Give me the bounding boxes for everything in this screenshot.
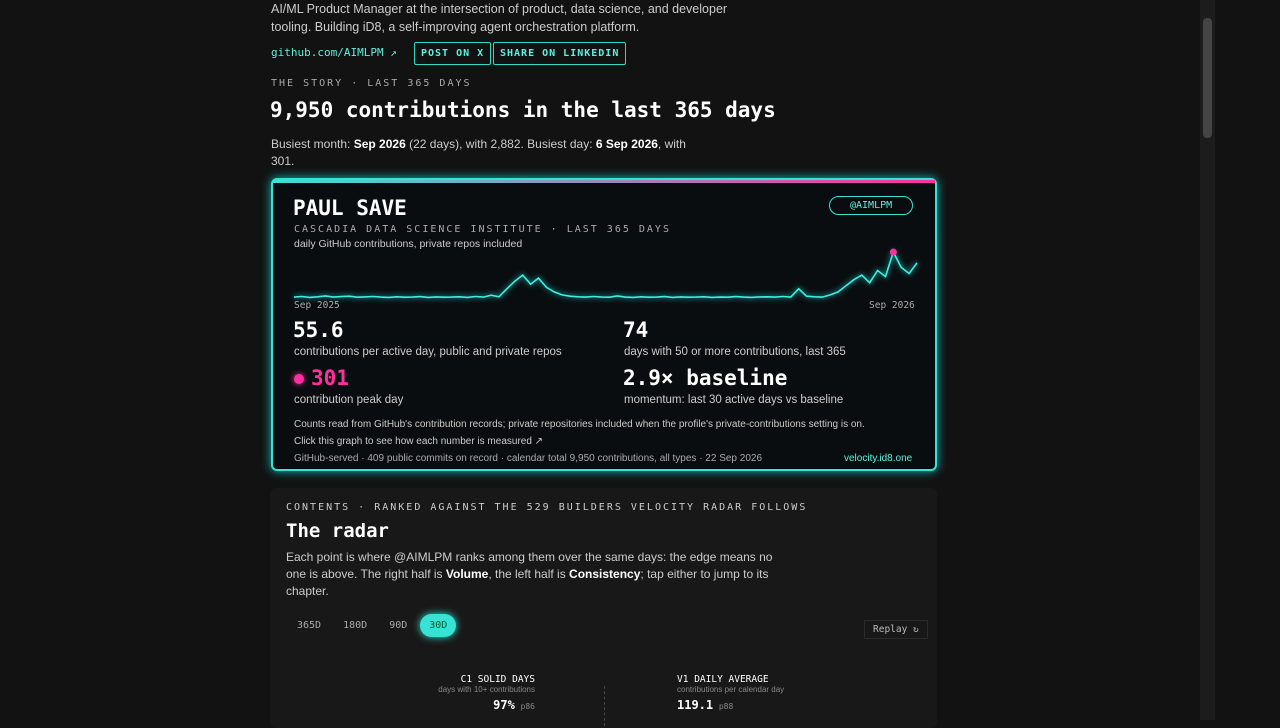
- sparkline-line: [293, 249, 918, 299]
- text: Sep 2026: [353, 137, 406, 151]
- scrollbar[interactable]: [1200, 0, 1215, 720]
- summary: Busiest month: Sep 2026 (22 days), with …: [271, 136, 701, 170]
- note[interactable]: Click this graph to see how each number …: [294, 436, 544, 447]
- eyebrow: CONTENTS · RANKED AGAINST THE 529 BUILDE…: [286, 502, 808, 513]
- text: Each point is where @AIMLPM ranks among …: [286, 550, 773, 581]
- intro: AI/ML Product Manager at the intersectio…: [271, 2, 728, 34]
- text: 6 Sep 2026: [595, 137, 658, 151]
- link[interactable]: Volume: [445, 567, 489, 581]
- stat-value: 301: [311, 366, 349, 390]
- metric-value: 97%: [493, 698, 515, 712]
- peak-dot: [294, 374, 304, 384]
- text: , with 301.: [271, 137, 686, 168]
- github-link[interactable]: github.com/AIMLPM ↗: [271, 46, 397, 59]
- metric-pct: p88: [718, 702, 734, 711]
- metric: C1 SOLID DAYS days with 10+ contribution…: [425, 674, 535, 712]
- axis-label: Sep 2026: [869, 300, 915, 311]
- text: , the left half is: [488, 567, 570, 581]
- footer: GitHub-served · 409 public commits on re…: [294, 453, 763, 464]
- divider: [604, 686, 605, 726]
- stat-label: contribution peak day: [294, 394, 404, 406]
- metric-sub: days with 10+ contributions: [438, 685, 535, 694]
- metric-name: DAILY AVERAGE: [694, 674, 769, 685]
- tabs: 365D 180D 90D 30D: [288, 614, 457, 637]
- profile-card[interactable]: PAUL SAVE @AIMLPM CASCADIA DATA SCIENCE …: [271, 178, 937, 471]
- site-link[interactable]: velocity.id8.one: [844, 453, 913, 464]
- name: PAUL SAVE: [293, 196, 407, 220]
- metric: V1 DAILY AVERAGE contributions per calen…: [677, 674, 817, 712]
- eyebrow: THE STORY · LAST 365 DAYS: [271, 78, 472, 89]
- text: ; tap either to jump to its chapter.: [286, 567, 769, 598]
- stat-label: momentum: last 30 active days vs baselin…: [624, 394, 844, 406]
- org: CASCADIA DATA SCIENCE INSTITUTE · LAST 3…: [294, 224, 671, 235]
- link[interactable]: Consistency: [569, 567, 641, 581]
- metric-value: 119.1: [677, 698, 714, 712]
- radar-title: The radar: [286, 520, 389, 542]
- metric-pct: p86: [520, 702, 535, 711]
- metric-name: SOLID DAYS: [477, 674, 535, 685]
- sparkline: [293, 248, 918, 299]
- radar-body: Each point is where @AIMLPM ranks among …: [286, 549, 776, 600]
- metric-code: C1: [460, 674, 473, 685]
- story-title: 9,950 contributions in the last 365 days: [270, 98, 776, 122]
- tab[interactable]: 365D: [297, 620, 322, 631]
- stat-value: 55.6: [293, 318, 344, 342]
- radar-section: CONTENTS · RANKED AGAINST THE 529 BUILDE…: [270, 488, 937, 728]
- stat-value: 2.9× baseline: [623, 366, 788, 390]
- metric-sub: contributions per calendar day: [677, 685, 785, 694]
- text: Busiest month:: [271, 137, 354, 151]
- stat-label: days with 50 or more contributions, last…: [624, 346, 846, 358]
- tab[interactable]: 180D: [343, 620, 368, 631]
- tab[interactable]: 90D: [389, 620, 408, 631]
- peak-marker: [889, 248, 897, 256]
- caption: daily GitHub contributions, private repo…: [294, 238, 523, 250]
- stat-label: contributions per active day, public and…: [294, 346, 562, 358]
- post-button[interactable]: POST ON X: [414, 42, 492, 65]
- metric-code: V1: [677, 674, 689, 685]
- share-button[interactable]: SHARE ON LINKEDIN: [493, 42, 627, 65]
- note: Counts read from GitHub's contribution r…: [294, 419, 865, 430]
- text: (22 days), with 2,882. Busiest day:: [405, 137, 596, 151]
- replay-button[interactable]: Replay ↻: [864, 620, 928, 639]
- handle: @AIMLPM: [829, 196, 914, 215]
- stat-value: 74: [623, 318, 649, 342]
- tab-active[interactable]: 30D: [420, 614, 457, 637]
- axis-label: Sep 2025: [294, 300, 340, 311]
